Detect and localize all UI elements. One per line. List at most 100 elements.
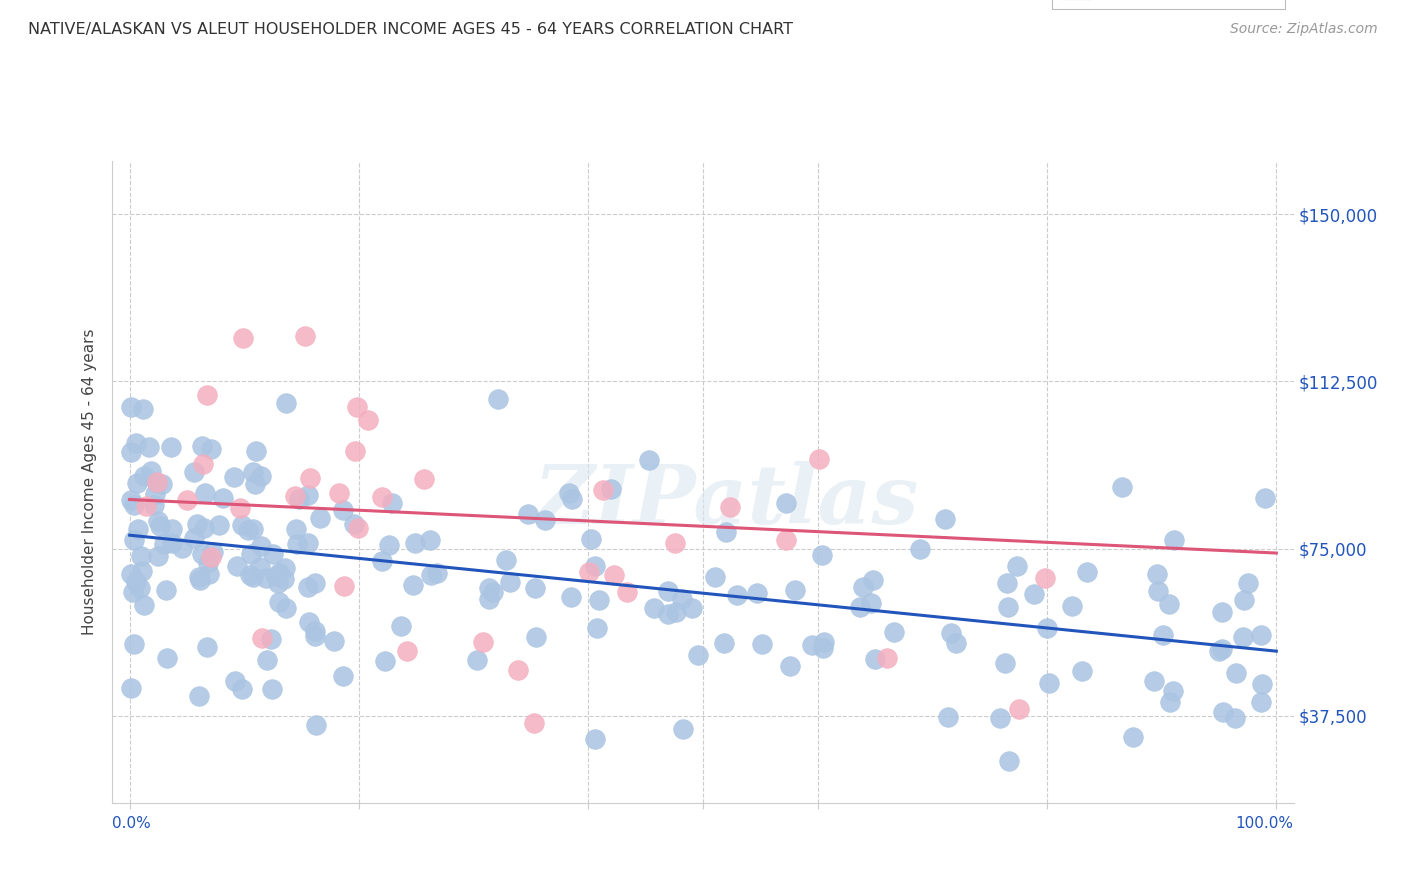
Point	[851, 580, 873, 594]
Point	[419, 568, 441, 582]
Point	[129, 549, 152, 564]
Point	[775, 533, 797, 547]
Point	[222, 469, 245, 483]
Point	[811, 549, 834, 563]
Point	[150, 476, 173, 491]
Point	[138, 440, 160, 454]
Point	[224, 674, 246, 689]
Point	[1161, 684, 1184, 698]
Point	[356, 413, 378, 427]
Point	[304, 629, 326, 643]
Point	[160, 440, 183, 454]
Point	[344, 443, 367, 458]
Point	[304, 624, 326, 638]
Point	[142, 499, 165, 513]
Point	[995, 576, 1018, 591]
Point	[404, 536, 426, 550]
Point	[1232, 630, 1254, 644]
Point	[800, 638, 823, 652]
Point	[381, 495, 404, 509]
Point	[583, 731, 606, 746]
Point	[276, 396, 298, 410]
Point	[262, 547, 284, 561]
Point	[122, 584, 145, 599]
Point	[243, 476, 266, 491]
Point	[122, 637, 145, 651]
Point	[297, 580, 319, 594]
Point	[686, 648, 709, 663]
Point	[347, 521, 370, 535]
Point	[231, 331, 253, 345]
Point	[714, 525, 737, 540]
Point	[208, 517, 231, 532]
Point	[191, 457, 214, 471]
Point	[508, 664, 530, 678]
Point	[1076, 565, 1098, 579]
Point	[592, 483, 614, 497]
Point	[389, 619, 412, 633]
Point	[718, 500, 741, 514]
Point	[934, 512, 956, 526]
Point	[297, 488, 319, 502]
Point	[188, 570, 211, 584]
Point	[482, 585, 505, 599]
Point	[936, 709, 959, 723]
Point	[250, 469, 273, 483]
Point	[865, 652, 887, 666]
Point	[994, 656, 1017, 670]
Point	[374, 654, 396, 668]
Point	[120, 492, 142, 507]
Point	[242, 466, 264, 480]
Point	[242, 570, 264, 584]
Point	[1211, 705, 1233, 719]
Point	[419, 533, 441, 548]
Point	[657, 583, 679, 598]
Point	[1250, 695, 1272, 709]
Point	[583, 558, 606, 573]
Point	[664, 536, 686, 550]
Point	[998, 754, 1021, 768]
Point	[1254, 491, 1277, 505]
Point	[125, 435, 148, 450]
Point	[332, 669, 354, 683]
Point	[200, 549, 222, 564]
Point	[426, 566, 449, 580]
Point	[1250, 677, 1272, 691]
Point	[1036, 621, 1059, 635]
Point	[600, 482, 623, 496]
Point	[1250, 628, 1272, 642]
Point	[1008, 702, 1031, 716]
Point	[299, 471, 322, 485]
Point	[135, 499, 157, 513]
Point	[231, 682, 253, 697]
Point	[586, 621, 609, 635]
Point	[1111, 480, 1133, 494]
Point	[195, 388, 218, 402]
Point	[273, 560, 295, 574]
Point	[228, 501, 250, 516]
Point	[811, 640, 834, 655]
Point	[249, 539, 271, 553]
Point	[333, 579, 356, 593]
Point	[284, 489, 307, 503]
Point	[276, 600, 298, 615]
Point	[305, 718, 328, 732]
Point	[172, 541, 194, 556]
Point	[1237, 575, 1260, 590]
Point	[524, 630, 547, 644]
Point	[132, 469, 155, 483]
Point	[284, 522, 307, 536]
Point	[231, 518, 253, 533]
Point	[664, 605, 686, 619]
Point	[198, 566, 221, 581]
Point	[371, 490, 394, 504]
Point	[807, 451, 830, 466]
Point	[471, 634, 494, 648]
Point	[188, 573, 211, 587]
Point	[120, 445, 142, 459]
Point	[876, 650, 898, 665]
Point	[186, 516, 208, 531]
Point	[883, 624, 905, 639]
Point	[1152, 628, 1174, 642]
Point	[579, 532, 602, 546]
